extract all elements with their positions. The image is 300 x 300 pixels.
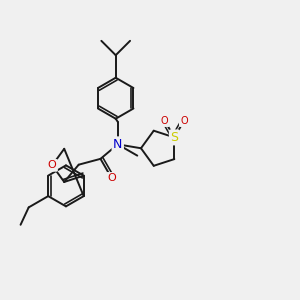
Text: O: O bbox=[180, 116, 188, 126]
Text: O: O bbox=[48, 160, 56, 170]
Text: S: S bbox=[170, 131, 178, 144]
Text: O: O bbox=[107, 173, 116, 183]
Text: N: N bbox=[113, 138, 122, 151]
Text: O: O bbox=[161, 116, 169, 126]
